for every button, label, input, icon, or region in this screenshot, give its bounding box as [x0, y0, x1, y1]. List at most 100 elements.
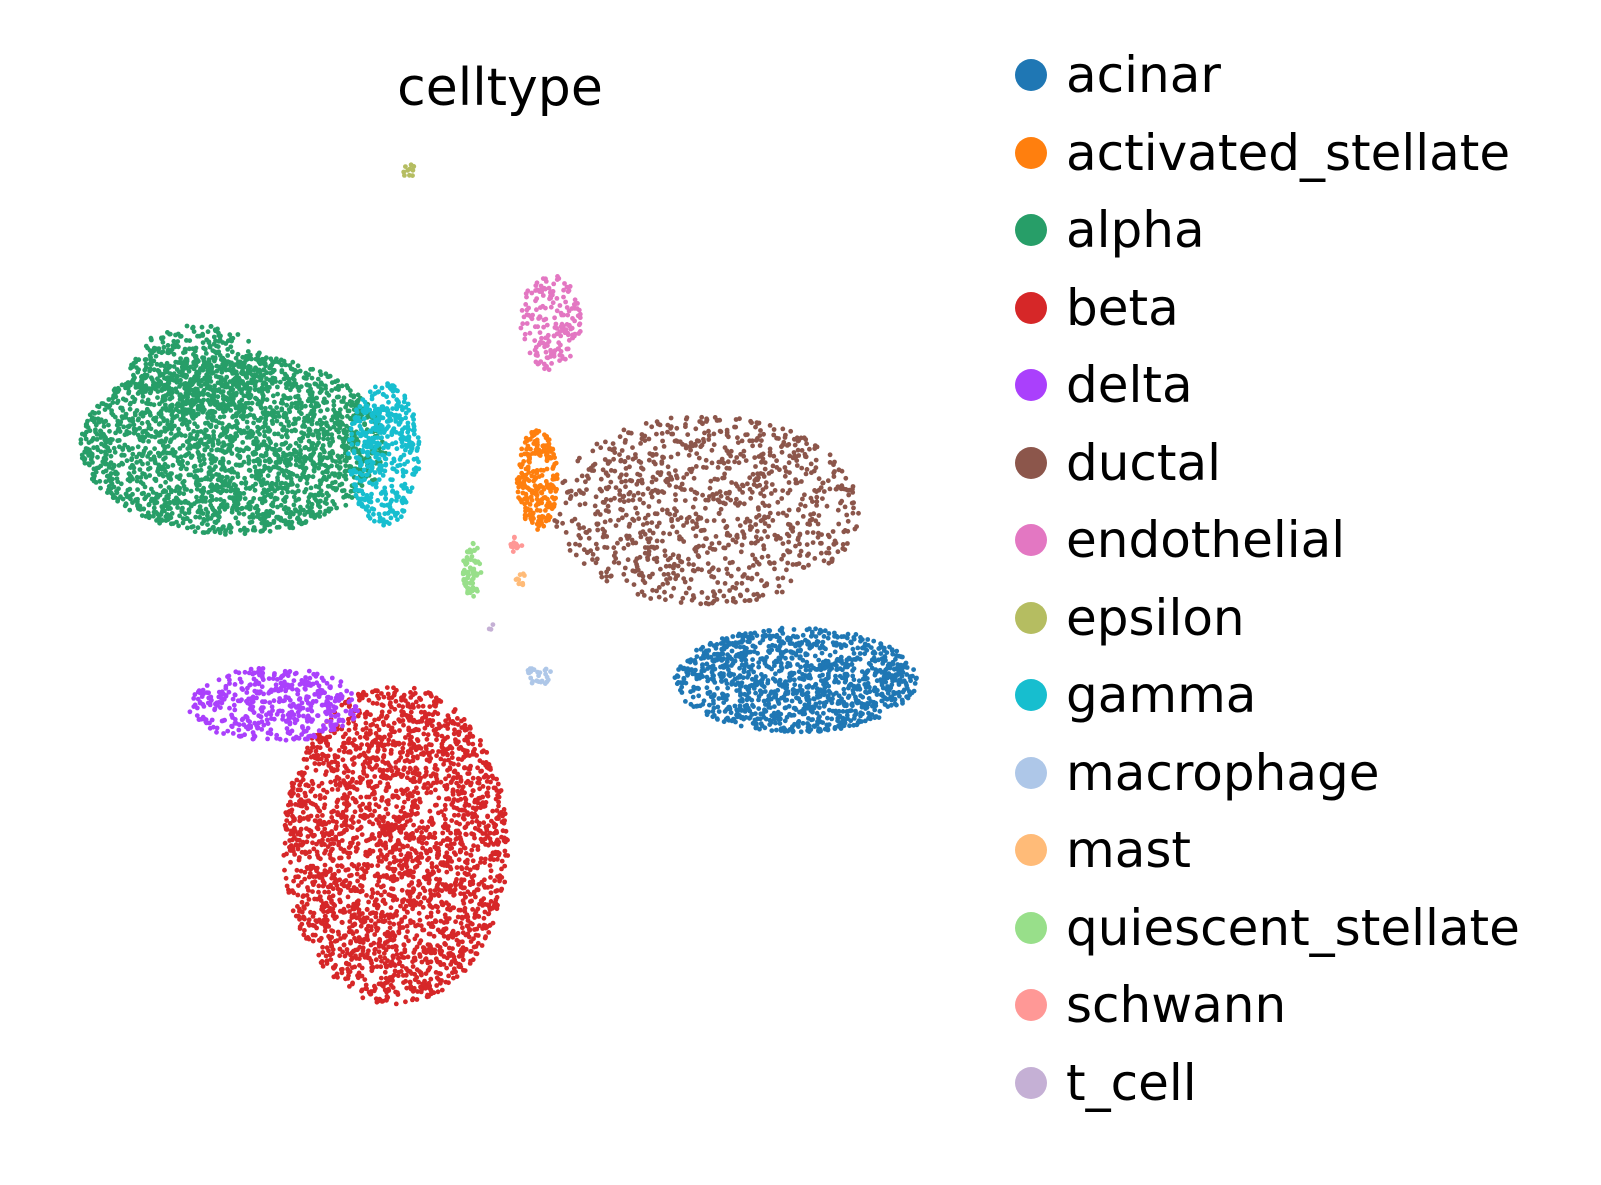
- point: [197, 482, 202, 488]
- point: [218, 497, 223, 502]
- point: [531, 516, 536, 521]
- point: [469, 847, 475, 853]
- point: [312, 381, 318, 387]
- point: [888, 673, 894, 678]
- point: [205, 374, 211, 379]
- point: [470, 858, 476, 864]
- point: [222, 366, 228, 372]
- point: [332, 479, 338, 485]
- point: [243, 401, 249, 406]
- point: [322, 795, 328, 801]
- point: [101, 431, 106, 437]
- point: [106, 422, 111, 428]
- point: [184, 323, 190, 329]
- point: [172, 449, 178, 455]
- point: [308, 485, 314, 491]
- point: [145, 397, 151, 403]
- point: [160, 506, 166, 512]
- point: [553, 488, 559, 494]
- point: [203, 441, 209, 447]
- point: [274, 418, 280, 424]
- point: [690, 671, 696, 677]
- point: [170, 521, 176, 526]
- point: [231, 502, 237, 508]
- point: [872, 715, 878, 721]
- point: [200, 340, 206, 345]
- point: [314, 421, 320, 426]
- point: [500, 828, 506, 834]
- point: [872, 658, 878, 664]
- point: [791, 627, 797, 632]
- point: [121, 424, 127, 430]
- point: [147, 361, 153, 367]
- point: [220, 432, 226, 438]
- point: [131, 422, 137, 428]
- point: [890, 660, 895, 666]
- point: [197, 367, 203, 373]
- point: [197, 392, 203, 398]
- point: [138, 475, 144, 480]
- point: [324, 390, 330, 396]
- point: [874, 678, 880, 684]
- point: [758, 656, 763, 662]
- point: [278, 481, 284, 486]
- point: [219, 421, 225, 426]
- point: [190, 324, 196, 330]
- point: [737, 698, 743, 704]
- point: [214, 482, 220, 488]
- point: [180, 443, 186, 448]
- point: [813, 626, 818, 632]
- point: [777, 721, 783, 726]
- point: [758, 711, 764, 717]
- point: [538, 467, 544, 473]
- point: [755, 681, 760, 687]
- point: [243, 358, 249, 363]
- point: [339, 414, 345, 420]
- point: [885, 690, 891, 696]
- point: [843, 643, 849, 649]
- point: [108, 479, 114, 485]
- point: [192, 474, 197, 480]
- point: [131, 469, 137, 475]
- point: [309, 375, 315, 381]
- point: [184, 516, 190, 521]
- point: [897, 665, 902, 671]
- point: [102, 407, 108, 412]
- point: [182, 433, 188, 439]
- point: [324, 501, 329, 506]
- point: [170, 409, 176, 415]
- point: [120, 496, 126, 502]
- point: [181, 362, 187, 368]
- point: [197, 514, 203, 520]
- point: [720, 691, 725, 697]
- point: [358, 466, 363, 472]
- point: [219, 466, 224, 472]
- point: [797, 709, 802, 715]
- point: [729, 680, 735, 685]
- point: [254, 396, 260, 402]
- point: [140, 413, 146, 419]
- point: [838, 654, 844, 660]
- point: [734, 688, 740, 693]
- point: [83, 436, 89, 442]
- point: [127, 486, 133, 492]
- point: [160, 398, 165, 404]
- point: [156, 462, 162, 468]
- point: [737, 644, 743, 650]
- point: [718, 671, 724, 676]
- point: [279, 397, 285, 403]
- point: [292, 382, 297, 387]
- point: [796, 640, 802, 646]
- point: [137, 389, 142, 395]
- point: [773, 720, 778, 726]
- point: [550, 476, 556, 482]
- point: [115, 498, 120, 504]
- point: [82, 460, 88, 466]
- point: [260, 391, 265, 397]
- point: [318, 422, 324, 428]
- point: [302, 454, 308, 460]
- point: [419, 819, 425, 825]
- point: [262, 433, 267, 439]
- point: [209, 488, 215, 494]
